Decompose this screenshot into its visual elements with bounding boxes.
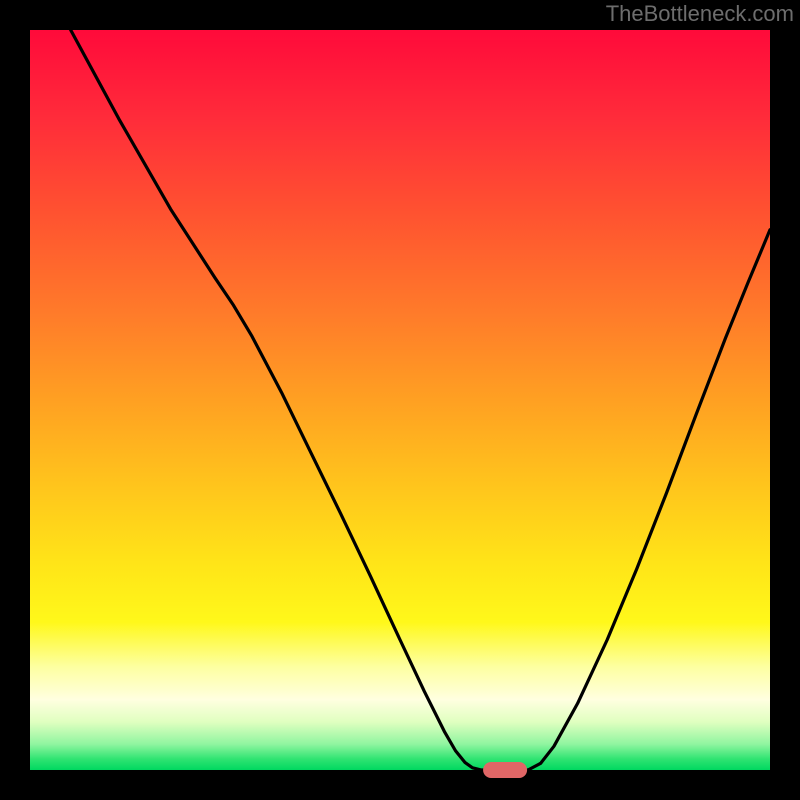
bottleneck-chart [0, 0, 800, 800]
plot-background [30, 30, 770, 770]
optimal-marker [483, 762, 527, 778]
chart-container: { "attribution": { "text": "TheBottlenec… [0, 0, 800, 800]
attribution-label: TheBottleneck.com [606, 0, 794, 28]
